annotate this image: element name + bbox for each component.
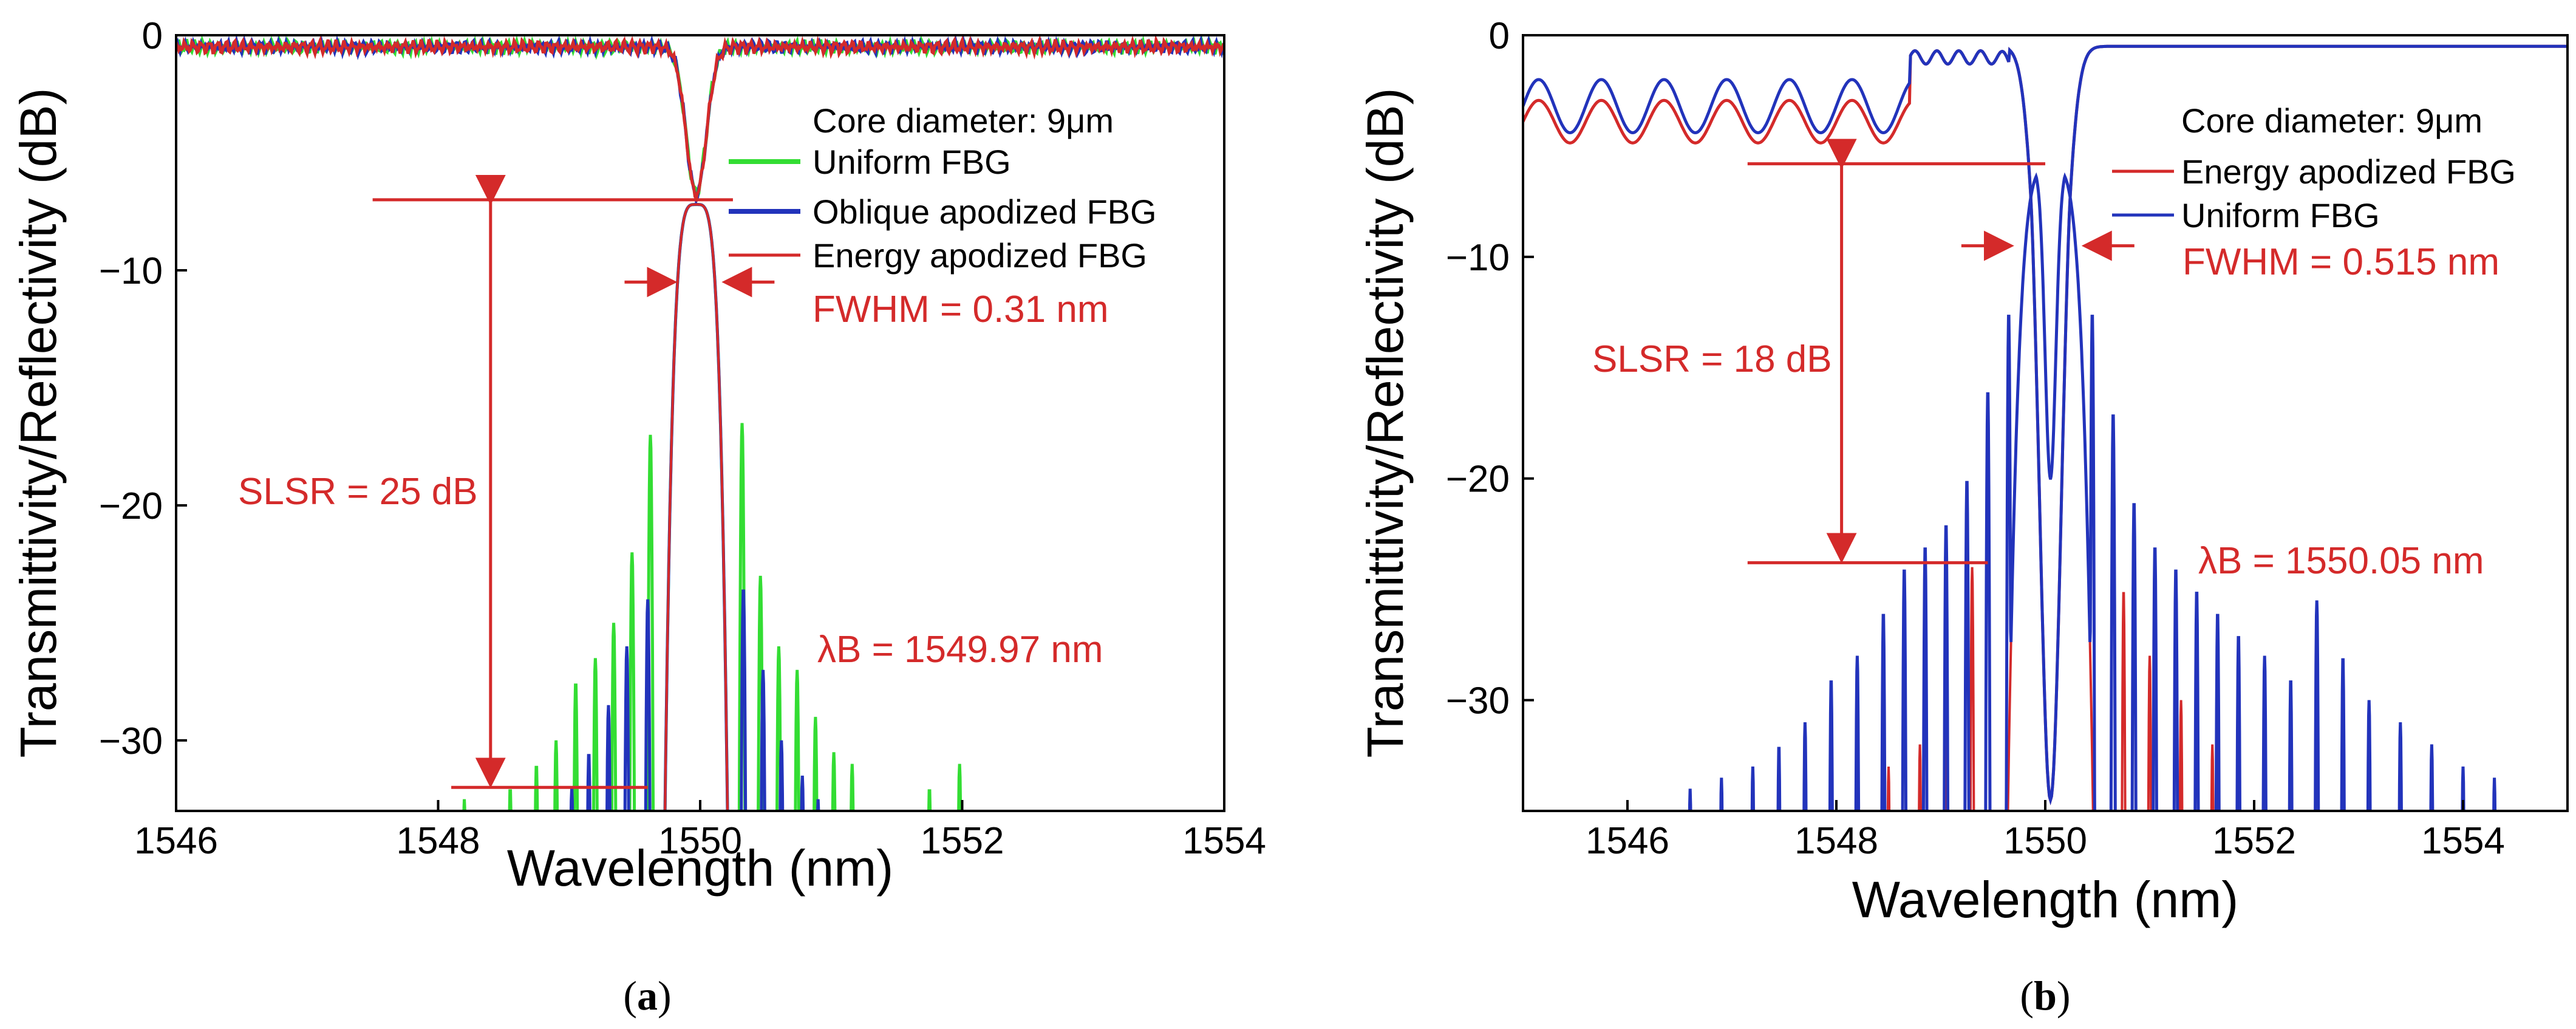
chart-b-legend: Core diameter: 9μm Energy apodized FBG U… (2112, 101, 2516, 234)
chart-a-xtick-label: 1548 (397, 820, 480, 862)
chart-a-ylabel: Transmittivity/Reflectivity (dB) (10, 87, 67, 757)
chart-b: 1546 1548 1550 1552 1554 0 −10 −20 −30 Wavelengt… (1357, 15, 2569, 1019)
chart-a-ytick-label: −10 (99, 250, 163, 292)
chart-a-xtick-label: 1554 (1182, 820, 1266, 862)
chart-a-xlabel: Wavelength (nm) (507, 839, 893, 897)
chart-b-ytick-label: 0 (1489, 15, 1510, 57)
panel-letter-b: b (2034, 973, 2057, 1019)
chart-b-xtick-label: 1548 (1794, 820, 1878, 862)
chart-a-legend: Core diameter: 9μm Uniform FBG Oblique a… (729, 101, 1157, 275)
chart-a-ytick-label: −30 (99, 720, 163, 762)
chart-b-ylabel: Transmittivity/Reflectivity (dB) (1357, 87, 1414, 757)
chart-a-legend-title: Core diameter: 9μm (813, 101, 1114, 140)
chart-a-ytick-label: −20 (99, 485, 163, 527)
chart-b-transmission-uniform-fbg (1523, 44, 2567, 805)
chart-a-xtick-label: 1552 (921, 820, 1004, 862)
chart-b-fwhm-label: FWHM = 0.515 nm (2182, 241, 2499, 283)
chart-a-series (176, 35, 1224, 811)
chart-a-ytick-label: 0 (142, 15, 163, 57)
chart-b-slsr-label: SLSR = 18 dB (1592, 338, 1832, 380)
chart-a-fwhm-label: FWHM = 0.31 nm (813, 289, 1109, 330)
panel-label-a: (a) (623, 973, 671, 1019)
chart-a-legend-uniform: Uniform FBG (813, 143, 1011, 181)
chart-a-xtick-label: 1546 (134, 820, 218, 862)
chart-b-series (1523, 44, 2567, 811)
chart-b-annotations (1747, 138, 2135, 564)
chart-a-legend-oblique: Oblique apodized FBG (813, 193, 1157, 231)
panel-label-b: (b) (2020, 973, 2070, 1019)
chart-a-reflection-energy-apodized-fbg (664, 203, 729, 811)
chart-b-ytick-label: −20 (1446, 459, 1510, 501)
chart-a-axes: 1546 1548 1550 1552 1554 0 −10 −20 −30 (99, 15, 1266, 862)
chart-b-axes: 1546 1548 1550 1552 1554 0 −10 −20 −30 (1446, 15, 2505, 862)
chart-a-transmission-energy-apodized-fbg (176, 35, 1224, 203)
chart-a-bragg-label: λB = 1549.97 nm (817, 629, 1103, 671)
chart-b-legend-energy: Energy apodized FBG (2181, 152, 2516, 191)
chart-b-xtick-label: 1550 (2003, 820, 2087, 862)
chart-a-annotations (372, 174, 775, 789)
chart-b-xtick-label: 1552 (2212, 820, 2296, 862)
chart-b-legend-title: Core diameter: 9μm (2181, 101, 2482, 140)
chart-b-xlabel: Wavelength (nm) (1852, 871, 2238, 928)
chart-b-xtick-label: 1546 (1586, 820, 1669, 862)
chart-b-bragg-label: λB = 1550.05 nm (2198, 540, 2484, 582)
chart-a-slsr-label: SLSR = 25 dB (238, 471, 478, 513)
chart-b-ytick-label: −10 (1446, 237, 1510, 279)
chart-a-frame (175, 34, 1225, 812)
chart-a: 1546 1548 1550 1552 1554 0 −10 −20 −30 Wavelengt… (10, 15, 1266, 1019)
chart-b-legend-uniform: Uniform FBG (2181, 196, 2380, 234)
chart-b-reflection-uniform-fbg (1688, 172, 2497, 811)
chart-b-ytick-label: −30 (1446, 680, 1510, 722)
chart-a-xtick-label: 1550 (658, 820, 742, 862)
chart-b-xtick-label: 1554 (2421, 820, 2505, 862)
panel-letter-a: a (637, 973, 658, 1019)
chart-a-legend-energy: Energy apodized FBG (813, 236, 1147, 275)
